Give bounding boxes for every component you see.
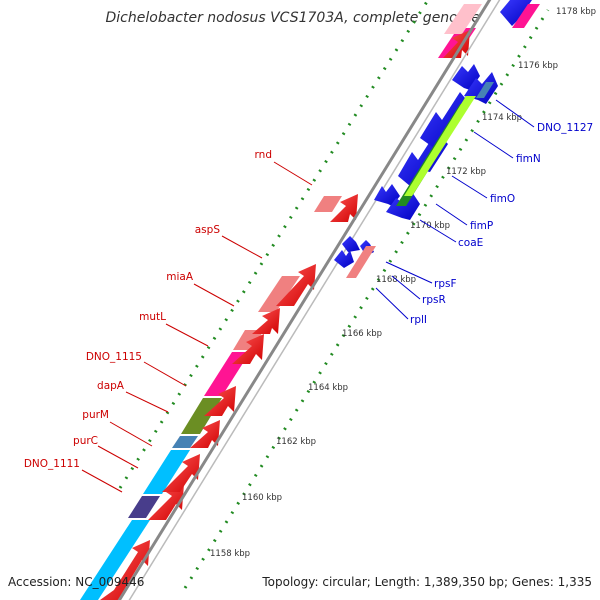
gene-leader-line: [385, 261, 433, 284]
gene-label-right: fimP: [470, 220, 493, 232]
gene-label-left: purM: [82, 409, 109, 421]
right-gene-labels: DNO_1127 fimN fimO fimP coaE rpsF rpsR rplI: [375, 99, 593, 326]
gene-leader-line: [165, 323, 209, 347]
forward-cds-track: [100, 30, 470, 600]
gene-leader-line: [451, 175, 488, 199]
gene-leader-line: [273, 161, 313, 186]
gene-label-right: DNO_1127: [537, 122, 593, 134]
scale-label: 1158 kbp: [210, 549, 250, 559]
gene-label-right: fimN: [516, 153, 541, 165]
gene-label-right: coaE: [458, 237, 483, 249]
tick-track-outer: [183, 9, 550, 589]
gene-leader-line: [81, 469, 123, 493]
gene-leader-line: [97, 445, 139, 469]
gene-label-left: aspS: [195, 224, 221, 236]
gene-leader-line: [143, 361, 187, 387]
scale-label: 1166 kbp: [342, 329, 382, 339]
gene-leader-line: [375, 287, 409, 320]
gene-leader-line: [419, 219, 457, 243]
accession-label: Accession: NC_009446: [8, 575, 144, 589]
scale-label: 1178 kbp: [556, 7, 596, 17]
scale-label: 1174 kbp: [482, 113, 522, 123]
cog-track: [80, 4, 482, 600]
scale-label: 1168 kbp: [376, 275, 416, 285]
gene-leader-line: [473, 131, 514, 159]
gene-leader-line: [125, 391, 169, 413]
map-title: Dichelobacter nodosus VCS1703A, complete…: [106, 10, 480, 26]
gene-leader-line: [193, 283, 235, 307]
gene-leader-line: [109, 421, 153, 447]
cog-track-right: [346, 4, 540, 278]
gene-label-left: DNO_1111: [24, 458, 80, 470]
scale-labels: 1158 kbp 1160 kbp 1162 kbp 1164 kbp 1166 kbp…: [210, 7, 596, 559]
gene-label-left: mutL: [139, 311, 166, 323]
scale-label: 1162 kbp: [276, 437, 316, 447]
gene-leader-line: [391, 275, 421, 300]
gene-leader-line: [435, 203, 468, 226]
gene-label-left: dapA: [97, 380, 125, 392]
gene-label-right: rpsR: [422, 294, 446, 306]
gene-label-right: rpsF: [434, 278, 457, 290]
gene-label-left: purC: [73, 435, 98, 447]
gene-label-right: fimO: [490, 193, 515, 205]
scale-label: 1164 kbp: [308, 383, 348, 393]
scale-label: 1160 kbp: [242, 493, 282, 503]
scale-label: 1176 kbp: [518, 61, 558, 71]
gene-label-left: miaA: [166, 271, 194, 283]
gene-label-left: rnd: [255, 149, 272, 161]
gene-label-right: rplI: [410, 314, 427, 326]
gene-leader-line: [221, 235, 263, 259]
reverse-cds-track: [334, 0, 532, 268]
backbone: [117, 0, 501, 600]
scale-label: 1172 kbp: [446, 167, 486, 177]
gene-label-left: DNO_1115: [86, 351, 142, 363]
tick-track-inner: [118, 0, 430, 489]
left-gene-labels: rnd aspS miaA mutL DNO_1115 dapA purM purC DNO_1…: [24, 149, 313, 493]
gene-leader-line: [495, 99, 535, 128]
genome-summary: Topology: circular; Length: 1,389,350 bp…: [261, 575, 592, 589]
